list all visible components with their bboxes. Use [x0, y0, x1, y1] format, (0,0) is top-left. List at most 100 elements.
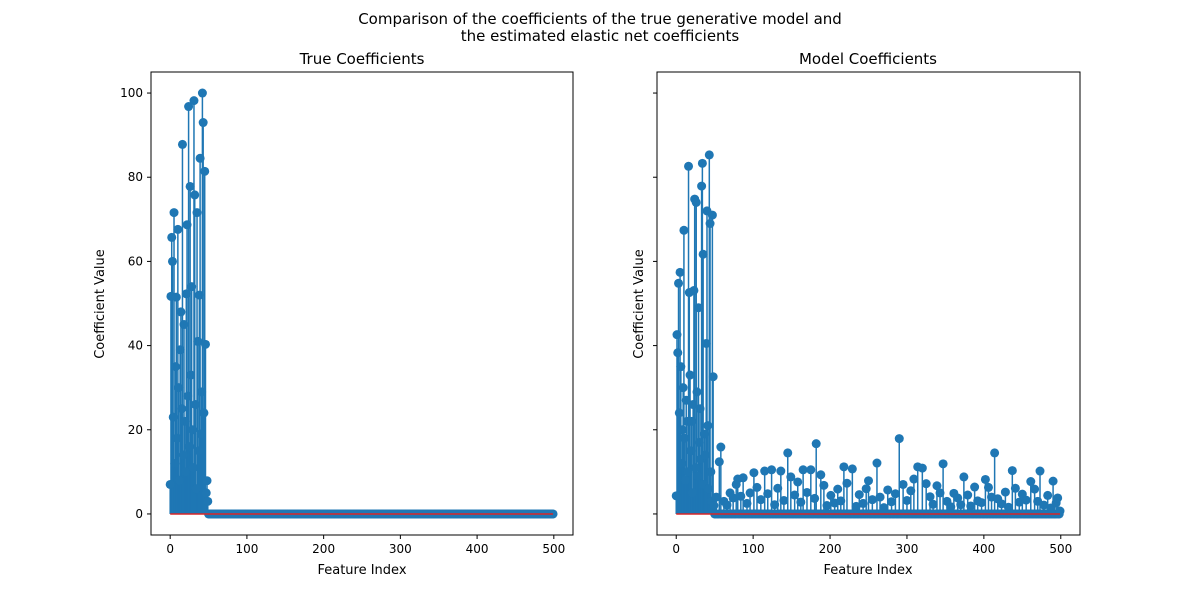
stem-marker — [767, 465, 777, 475]
stem-marker — [956, 500, 966, 510]
stem-marker — [763, 489, 773, 499]
stem-marker — [172, 433, 182, 443]
stem-marker — [169, 208, 179, 218]
stem-marker — [796, 497, 806, 507]
stem-marker — [697, 158, 707, 168]
stem-marker — [693, 471, 703, 481]
y-tick-label: 20 — [128, 423, 143, 437]
stem-marker — [898, 479, 908, 489]
stem-marker — [790, 490, 800, 500]
stem-marker — [997, 499, 1007, 509]
stem-marker — [811, 439, 821, 449]
stem-marker — [749, 468, 759, 478]
stem-marker — [953, 493, 963, 503]
stem-marker — [686, 446, 696, 456]
stem-marker — [694, 437, 704, 447]
stem-marker — [177, 404, 187, 414]
stem-marker — [816, 470, 826, 480]
x-tick-label: 200 — [819, 542, 842, 556]
stem-marker — [190, 190, 200, 200]
stem-marker — [689, 285, 699, 295]
stem-marker — [200, 339, 210, 349]
stem-marker — [867, 495, 877, 505]
stem-marker — [701, 338, 711, 348]
stem-series — [671, 150, 1065, 519]
stem-marker — [684, 161, 694, 171]
x-tick-label: 300 — [389, 542, 412, 556]
stem-marker — [1021, 495, 1031, 505]
stem-marker — [196, 429, 206, 439]
stem-marker — [677, 425, 687, 435]
stem-marker — [714, 457, 724, 467]
stem-marker — [165, 479, 175, 489]
stem-marker — [925, 492, 935, 502]
stem-marker — [673, 348, 683, 358]
stem-marker — [842, 478, 852, 488]
stem-marker — [917, 463, 927, 473]
stem-marker — [171, 362, 181, 372]
stem-marker — [185, 181, 195, 191]
stem-marker — [708, 372, 718, 382]
stem-marker — [1014, 497, 1024, 507]
stem-marker — [191, 400, 201, 410]
stem-series — [165, 88, 558, 519]
stem-marker — [935, 488, 945, 498]
stem-marker — [963, 490, 973, 500]
stem-marker — [184, 102, 194, 112]
stem-marker — [854, 490, 864, 500]
stem-marker — [966, 501, 976, 511]
stem-marker — [707, 210, 717, 220]
x-tick-label: 400 — [466, 542, 489, 556]
stem-marker — [189, 96, 199, 106]
stem-marker — [798, 465, 808, 475]
stem-marker — [676, 362, 686, 372]
x-axis-label: Feature Index — [317, 563, 406, 578]
stem-marker — [1010, 483, 1020, 493]
stem-marker — [946, 502, 956, 512]
stem-marker — [198, 118, 208, 128]
y-axis-label: Coefficient Value — [632, 249, 647, 359]
stem-marker — [195, 153, 205, 163]
stem-marker — [711, 492, 721, 502]
stem-marker — [745, 488, 755, 498]
stem-marker — [180, 416, 190, 426]
stem-marker — [722, 500, 732, 510]
stem-marker — [176, 307, 186, 317]
stem-marker — [959, 472, 969, 482]
stem-marker — [1030, 484, 1040, 494]
stem-marker — [202, 476, 212, 486]
stem-marker — [197, 387, 207, 397]
stem-marker — [819, 480, 829, 490]
stem-marker — [1026, 477, 1036, 487]
stem-marker — [167, 256, 177, 266]
stem-marker — [932, 481, 942, 491]
y-tick-label: 60 — [128, 254, 143, 268]
stem-marker — [184, 442, 194, 452]
stem-marker — [192, 208, 202, 218]
stem-marker — [672, 330, 682, 340]
stem-marker — [193, 336, 203, 346]
stem-marker — [776, 466, 786, 476]
stem-marker — [786, 472, 796, 482]
stem-marker — [675, 267, 685, 277]
true-coefficients-axes: True Coefficients Feature Index Coeffici… — [93, 50, 574, 578]
stem-marker — [175, 345, 185, 355]
stem-marker — [921, 479, 931, 489]
stem-marker — [709, 501, 719, 511]
y-axis-label: Coefficient Value — [93, 249, 108, 359]
stem-marker — [760, 466, 770, 476]
stem-marker — [671, 491, 681, 501]
x-tick-label: 400 — [972, 542, 995, 556]
stem-marker — [687, 488, 697, 498]
y-tick-label: 0 — [135, 507, 143, 521]
stem-marker — [851, 501, 861, 511]
stem-marker — [194, 290, 204, 300]
stem-marker — [977, 498, 987, 508]
stem-marker — [697, 181, 707, 191]
stem-marker — [810, 493, 820, 503]
stem-marker — [773, 483, 783, 493]
stem-marker — [171, 292, 181, 302]
stem-marker — [1048, 476, 1058, 486]
stem-marker — [770, 500, 780, 510]
